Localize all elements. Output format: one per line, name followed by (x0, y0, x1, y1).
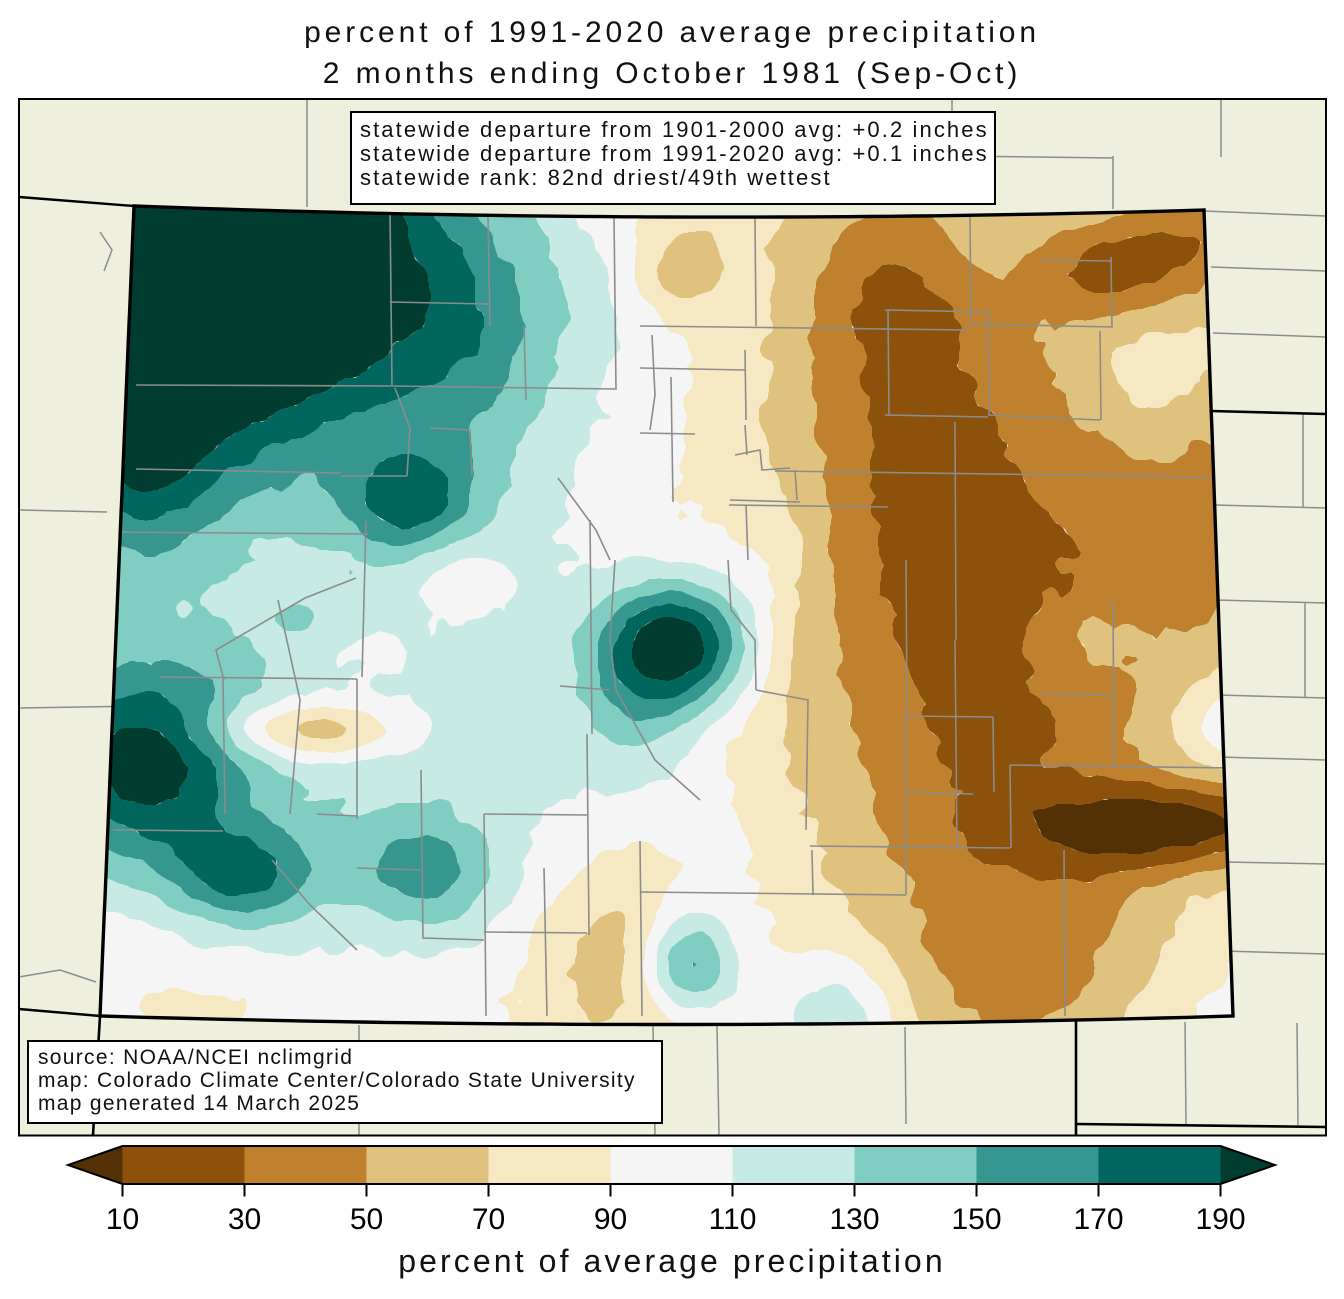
svg-text:50: 50 (350, 1203, 383, 1236)
svg-text:30: 30 (228, 1203, 261, 1236)
svg-text:170: 170 (1073, 1203, 1123, 1236)
svg-text:190: 190 (1195, 1203, 1245, 1236)
svg-text:90: 90 (594, 1203, 627, 1236)
svg-text:110: 110 (709, 1203, 757, 1236)
svg-text:10: 10 (106, 1203, 139, 1236)
svg-text:130: 130 (829, 1203, 879, 1236)
svg-text:150: 150 (951, 1203, 1001, 1236)
svg-text:70: 70 (472, 1203, 505, 1236)
svg-text:percent of average precipitati: percent of average precipitation (398, 1243, 945, 1279)
